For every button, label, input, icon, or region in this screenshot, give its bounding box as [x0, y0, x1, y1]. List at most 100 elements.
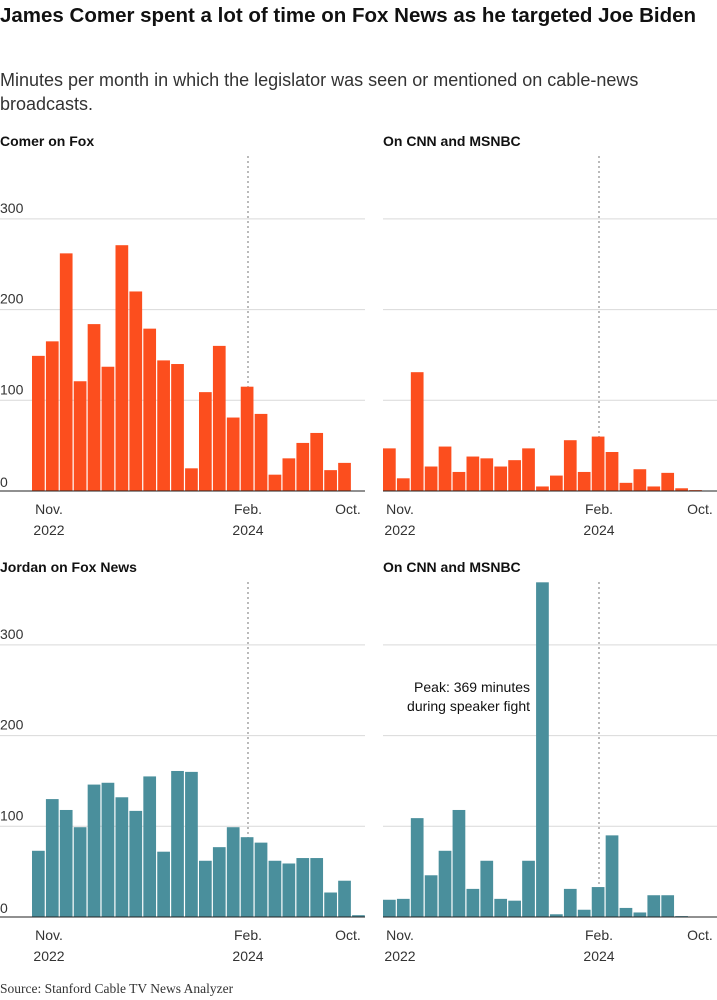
bar: [282, 863, 296, 917]
bar: [410, 372, 424, 491]
bar: [466, 456, 480, 491]
bar: [199, 392, 212, 491]
bar: [171, 770, 184, 917]
y-tick-label: 200: [0, 717, 24, 733]
bar: [508, 900, 521, 917]
chart-panel-4: On CNN and MSNBC Nov. 2022 Feb. 2024 Oct. Peak…: [383, 559, 717, 964]
chart-panel-2: On CNN and MSNBC Nov. 2022 Feb. 2024 Oct.: [383, 133, 717, 538]
bar: [212, 847, 226, 917]
x-tick-label: 2022: [384, 948, 415, 964]
bar: [424, 875, 438, 917]
y-tick-label: 0: [0, 900, 8, 916]
chart-title: James Comer spent a lot of time on Fox N…: [0, 4, 697, 27]
source-note: Source: Stanford Cable TV News Analyzer: [0, 981, 234, 996]
bar: [115, 245, 129, 491]
bar: [633, 912, 647, 917]
bar: [254, 413, 268, 491]
panel-title: On CNN and MSNBC: [383, 133, 521, 149]
bar: [59, 809, 73, 917]
bar: [59, 253, 73, 491]
bar: [536, 486, 549, 491]
bar: [522, 448, 535, 491]
bar: [619, 482, 633, 491]
bar: [605, 835, 619, 917]
bar: [129, 810, 143, 917]
bar: [338, 880, 351, 917]
bar: [536, 582, 549, 917]
y-tick-label: 100: [0, 807, 24, 823]
x-tick-label: 2022: [384, 522, 415, 538]
bar: [452, 809, 466, 917]
bar: [115, 797, 129, 917]
bar: [32, 355, 45, 491]
y-tick-label: 100: [0, 381, 24, 397]
bar: [410, 818, 424, 917]
bar: [522, 860, 535, 917]
bar: [73, 827, 87, 917]
x-tick-label: 2022: [33, 948, 64, 964]
x-tick-label: Nov.: [386, 501, 414, 517]
x-tick-label: Oct.: [335, 501, 361, 517]
bar: [310, 858, 324, 917]
x-tick-label: 2024: [583, 522, 614, 538]
bar: [619, 907, 633, 917]
bar: [494, 466, 508, 491]
x-tick-label: Nov.: [35, 501, 63, 517]
bar: [647, 895, 661, 917]
bar: [199, 860, 212, 917]
bar: [563, 440, 577, 491]
bar: [310, 432, 324, 491]
peak-annotation: Peak: 369 minutes: [414, 679, 530, 695]
chart-panel-1: Comer on Fox 300 200 100 0 Nov. 2022 Feb. 2024 Oc…: [0, 133, 365, 538]
bar: [268, 474, 282, 491]
bar: [157, 851, 170, 917]
bar: [157, 360, 170, 491]
bar: [352, 915, 365, 917]
bar: [268, 860, 282, 917]
bar: [591, 887, 605, 917]
bar: [452, 471, 466, 491]
bar: [383, 448, 396, 491]
bar: [240, 386, 254, 491]
bar: [73, 381, 87, 491]
bar: [171, 364, 184, 491]
x-tick-label: Feb.: [585, 501, 613, 517]
bar: [254, 842, 268, 917]
bar: [101, 366, 115, 491]
bar: [675, 488, 688, 491]
bar: [324, 892, 337, 917]
bar: [480, 458, 494, 491]
x-tick-label: Nov.: [35, 927, 63, 943]
bar: [143, 328, 157, 491]
bar: [185, 468, 198, 491]
bar: [577, 471, 591, 491]
bar: [396, 898, 410, 917]
bar: [226, 827, 240, 917]
bar: [550, 914, 563, 917]
bar: [396, 478, 410, 491]
bar: [45, 799, 59, 917]
bar: [647, 486, 661, 491]
bar: [438, 850, 452, 917]
bar: [563, 888, 577, 917]
chart-subtitle: Minutes per month in which the legislato…: [0, 70, 639, 114]
bar: [480, 860, 494, 917]
bar: [185, 771, 198, 917]
x-tick-label: Oct.: [687, 501, 713, 517]
bar: [577, 909, 591, 917]
x-tick-label: 2024: [232, 948, 263, 964]
x-tick-label: 2024: [232, 522, 263, 538]
bar: [466, 888, 480, 917]
bar: [32, 850, 45, 917]
bar: [605, 451, 619, 491]
bar: [591, 436, 605, 491]
x-tick-label: 2022: [33, 522, 64, 538]
bar: [282, 458, 296, 491]
x-tick-label: Feb.: [234, 927, 262, 943]
panel-title: Jordan on Fox News: [0, 559, 137, 575]
y-tick-label: 0: [0, 474, 8, 490]
bar: [296, 858, 310, 917]
bar: [212, 345, 226, 491]
x-tick-label: Oct.: [687, 927, 713, 943]
